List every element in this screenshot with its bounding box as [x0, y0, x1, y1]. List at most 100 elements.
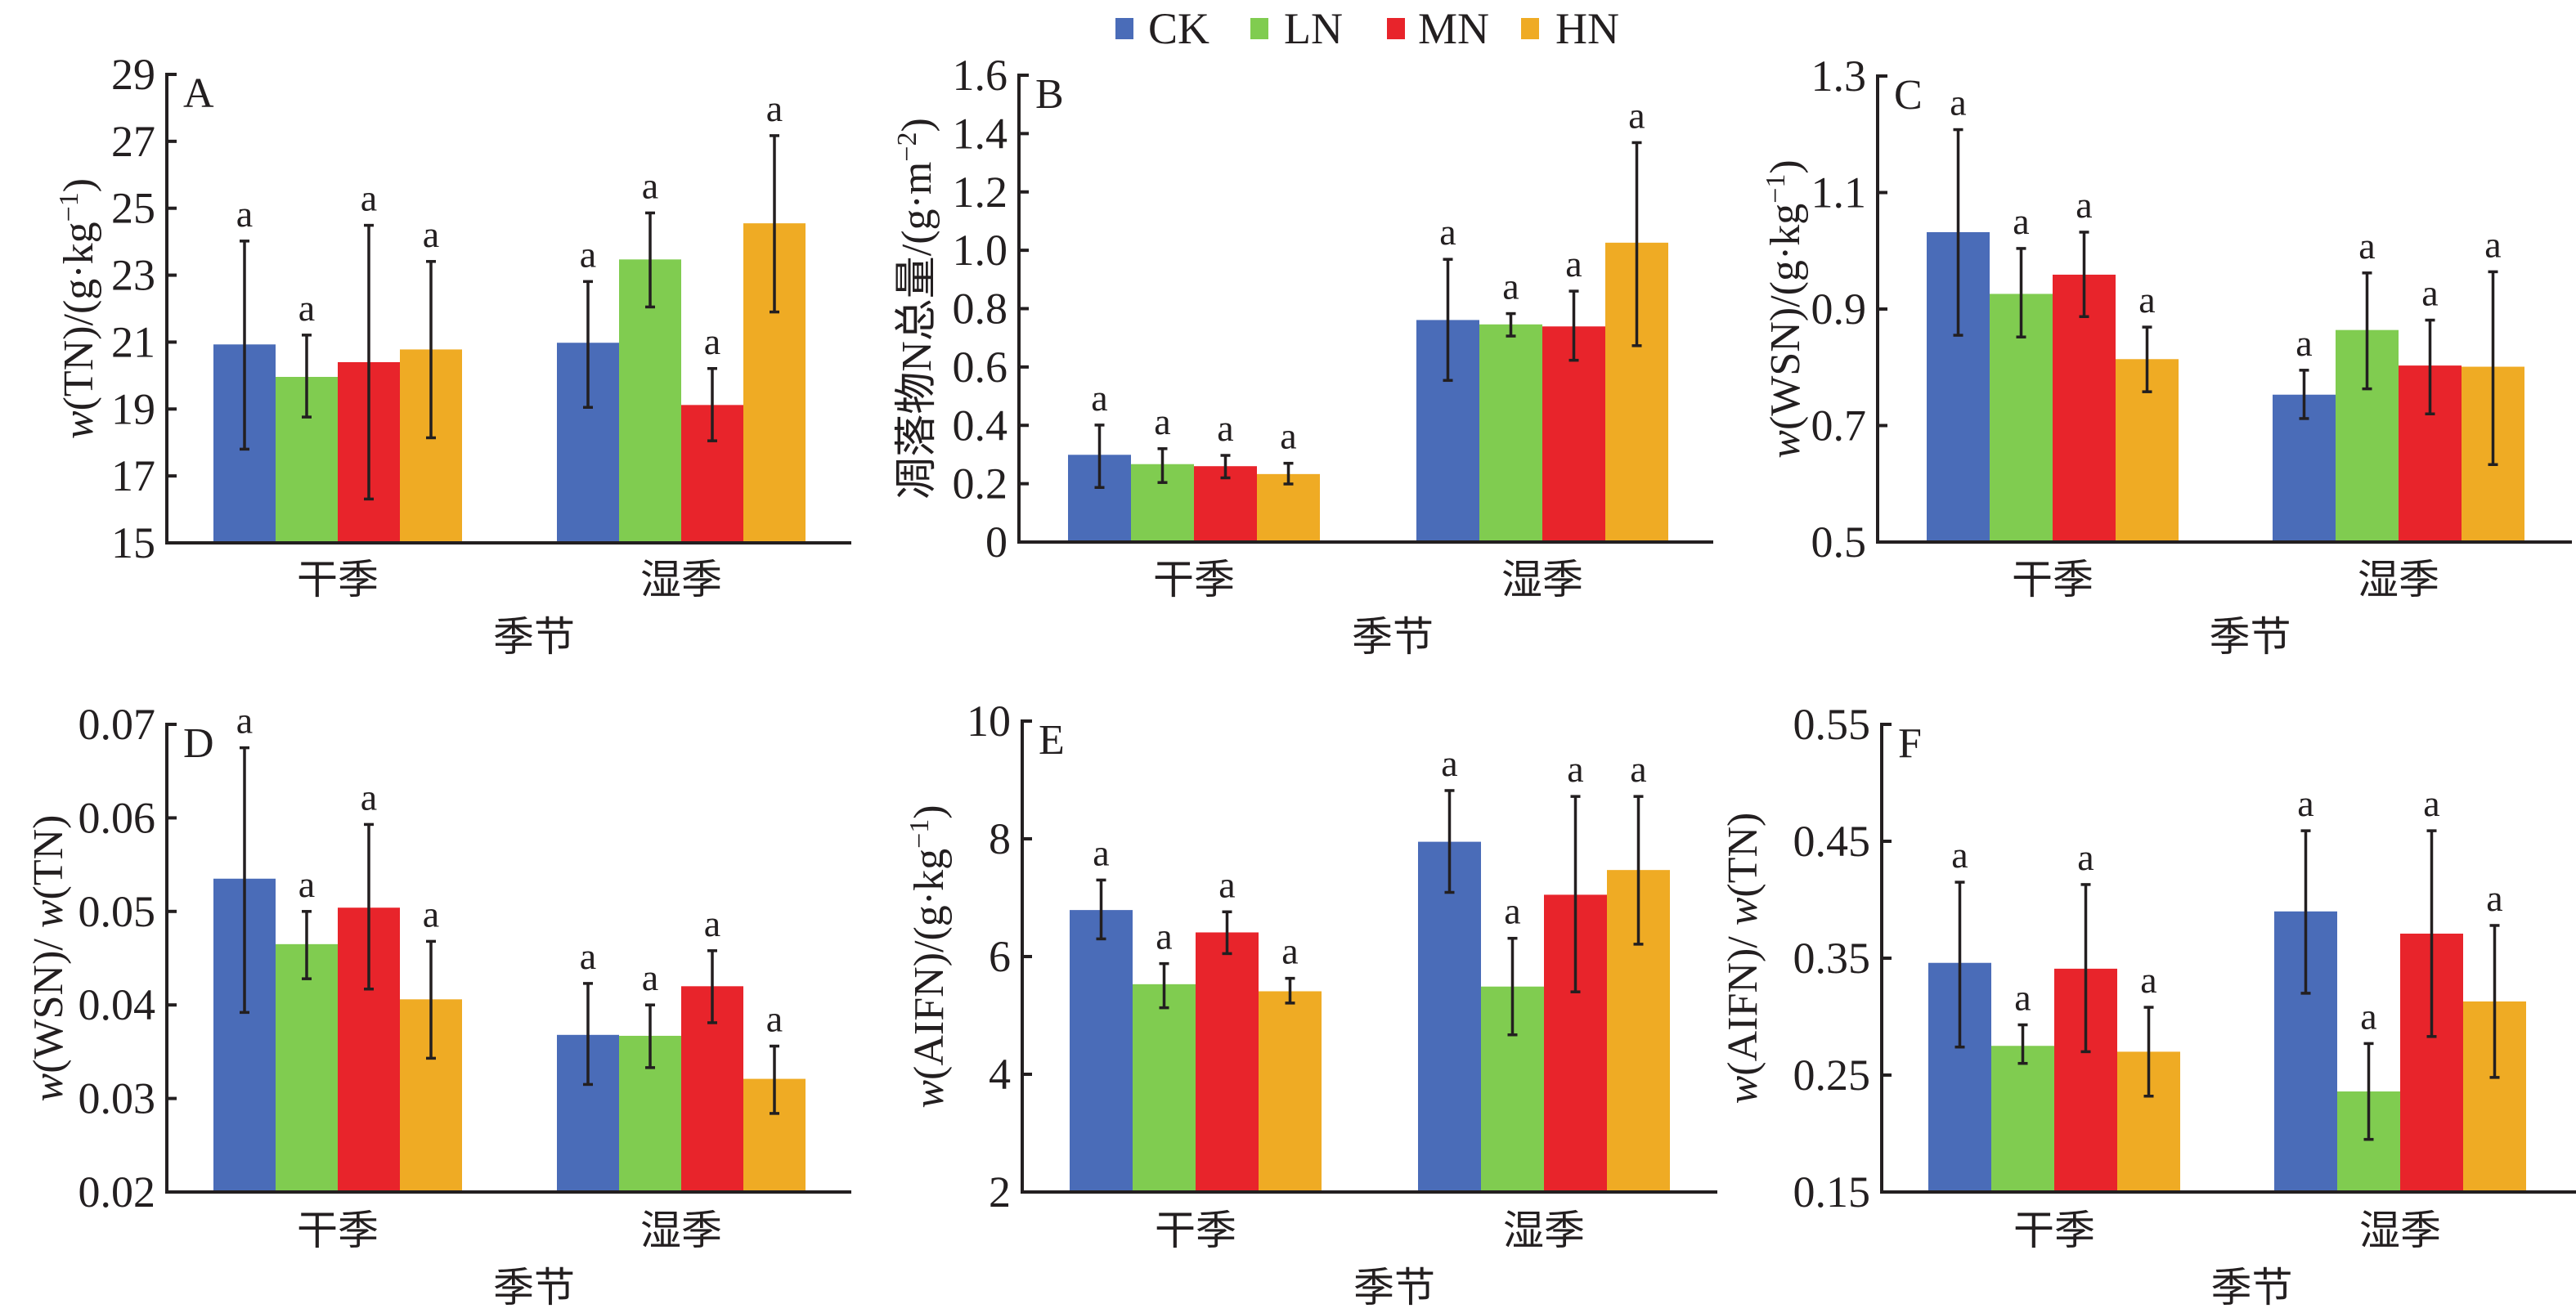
- error-bar: [1507, 936, 1518, 1037]
- y-tick-label: 0.55: [1793, 700, 1871, 749]
- significance-letter: a: [2423, 782, 2439, 824]
- y-tick-label: 0.45: [1793, 817, 1871, 866]
- significance-letter: a: [236, 700, 253, 742]
- y-axis-title-part: w: [25, 1073, 72, 1101]
- y-tick-label: 21: [111, 317, 155, 366]
- y-tick-label: 10: [967, 697, 1011, 746]
- error-bar: [1096, 878, 1106, 941]
- x-tick-label: 干季: [2012, 557, 2094, 603]
- x-tick-label: 干季: [297, 557, 379, 603]
- error-bar: [1631, 141, 1642, 347]
- y-axis-title-part: (TN)/(g·kg: [56, 222, 102, 410]
- legend: CK LN MN HN: [1115, 4, 1619, 53]
- legend-item-mn: MN: [1387, 4, 1489, 53]
- error-bar: [645, 1003, 655, 1069]
- panel-a: a a a a 干季 a a a a 湿季 15 17 19 21 23 25 27 29 A 季节 w(TN)/(g·…: [54, 50, 851, 660]
- x-axis-title: 季节: [493, 1265, 575, 1311]
- y-tick-label: 0.5: [1811, 518, 1867, 567]
- error-bar: [2363, 1042, 2374, 1141]
- error-bar: [302, 334, 312, 419]
- legend-swatch-ck: [1115, 18, 1133, 39]
- significance-letter: a: [236, 193, 253, 235]
- significance-letter: a: [1218, 863, 1235, 905]
- legend-label: MN: [1418, 4, 1489, 53]
- bar-mn-dry: [1196, 932, 1259, 1192]
- y-tick-label: 0.6: [953, 343, 1008, 392]
- panel-b: a a a a 干季 a a a a 湿季 0 0.2 0.4 0.6 0.8 1.0 1.2 1.4 1.6 B 季节…: [892, 51, 1713, 660]
- y-tick-label: 6: [989, 932, 1011, 981]
- significance-letter: a: [2486, 877, 2502, 919]
- y-tick-label: 2: [989, 1167, 1011, 1217]
- error-bar: [2080, 883, 2091, 1054]
- legend-item-ck: CK: [1115, 4, 1209, 53]
- error-bar: [1157, 447, 1168, 484]
- y-axis-title-part: (WSN)/(g·kg: [1762, 204, 1809, 430]
- y-tick-label: 0.15: [1793, 1167, 1871, 1217]
- error-bar: [770, 134, 779, 314]
- significance-letter: a: [642, 164, 658, 206]
- x-axis-title: 季节: [2211, 1265, 2293, 1311]
- x-tick-label: 湿季: [1503, 1208, 1585, 1253]
- error-bar: [240, 240, 249, 451]
- error-bar: [1444, 789, 1455, 894]
- significance-letter: a: [361, 177, 377, 219]
- y-axis-title-part: w: [1762, 430, 1809, 459]
- y-tick-label: 0.03: [79, 1074, 156, 1123]
- y-tick-label: 1.6: [953, 51, 1008, 100]
- error-bar: [583, 280, 593, 409]
- error-bar: [2299, 369, 2309, 420]
- error-bar: [1633, 795, 1644, 946]
- error-bar: [707, 949, 717, 1024]
- y-tick-label: 0.25: [1793, 1051, 1871, 1100]
- error-bar: [426, 260, 436, 440]
- x-axis-title: 季节: [1352, 614, 1434, 660]
- y-axis-title: w(WSN)/(g·kg−1): [1761, 159, 1810, 458]
- y-axis-title-part: (AIFN)/(g·kg: [906, 849, 953, 1080]
- significance-letter: a: [298, 287, 315, 329]
- significance-letter: a: [2297, 782, 2313, 824]
- panel-letter: E: [1039, 717, 1065, 764]
- y-axis-title: w(WSN)/ w(TN): [25, 815, 72, 1102]
- error-bar: [2016, 247, 2026, 338]
- panel-e: a a a a 干季 a a a a 湿季 2 4 6 8 10 E 季节 w(AIFN)/(g·kg−1): [904, 697, 1717, 1311]
- bar-ln-dry: [1991, 1046, 2054, 1192]
- significance-letter: a: [2076, 184, 2092, 226]
- significance-letter: a: [766, 998, 783, 1040]
- x-axis-title: 季节: [1353, 1265, 1435, 1311]
- y-tick-label: 0.9: [1811, 285, 1867, 334]
- y-axis-title-superscript: −1: [54, 192, 84, 222]
- y-axis-title-part: ): [894, 118, 940, 132]
- x-tick-label: 湿季: [640, 557, 722, 603]
- error-bar: [583, 982, 593, 1087]
- significance-letter: a: [766, 87, 783, 129]
- error-bar: [2489, 924, 2500, 1079]
- error-bar: [707, 367, 717, 442]
- significance-letter: a: [423, 213, 439, 255]
- significance-letter: a: [704, 903, 720, 944]
- y-tick-label: 23: [111, 251, 155, 300]
- significance-letter: a: [423, 893, 439, 934]
- y-axis-title-superscript: −1: [1761, 174, 1791, 204]
- y-axis-title-part: (TN): [1720, 813, 1766, 898]
- y-tick-label: 0.2: [953, 459, 1008, 509]
- panel-c: a a a a 干季 a a a a 湿季 0.5 0.7 0.9 1.1 1.3 C 季节 w(WSN)/(g·…: [1761, 52, 2572, 660]
- bar-ck-wet: [1418, 841, 1481, 1192]
- y-tick-label: 0: [985, 518, 1008, 567]
- y-axis-title-part: ): [906, 804, 953, 818]
- error-bar: [2142, 325, 2152, 393]
- y-tick-label: 0.8: [953, 285, 1008, 334]
- bar-ln-dry: [1133, 984, 1196, 1192]
- significance-letter: a: [1950, 82, 1966, 123]
- y-tick-label: 0.4: [953, 401, 1008, 450]
- error-bar: [1283, 461, 1294, 486]
- y-tick-label: 27: [111, 117, 155, 166]
- y-axis-title-part: (WSN)/: [25, 928, 72, 1073]
- significance-letter: a: [1630, 748, 1646, 790]
- legend-item-hn: HN: [1521, 4, 1619, 53]
- y-tick-label: 1.4: [953, 109, 1008, 158]
- y-axis-title: w(AIFN)/(g·kg−1): [904, 804, 954, 1108]
- y-axis-title-part: 凋落物N总量/(g·m: [894, 162, 940, 500]
- significance-letter: a: [1502, 266, 1519, 307]
- significance-letter: a: [704, 320, 720, 362]
